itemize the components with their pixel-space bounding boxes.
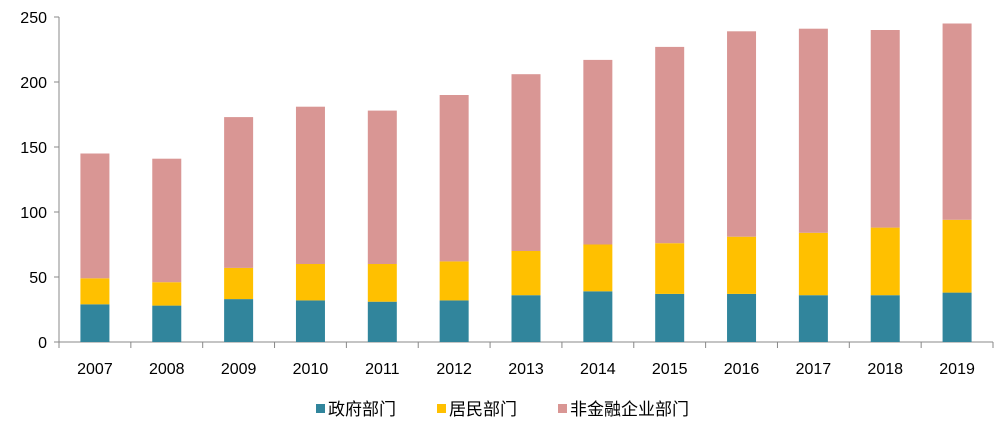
x-tick-label: 2010	[293, 361, 329, 378]
y-tick-label: 100	[20, 205, 47, 222]
bar-segment[interactable]	[511, 74, 541, 251]
bar-segment[interactable]	[727, 236, 757, 294]
bar-segment[interactable]	[439, 95, 469, 262]
bar-segment[interactable]	[224, 117, 254, 268]
bar-segment[interactable]	[152, 282, 182, 306]
legend-swatch	[437, 404, 446, 413]
bar-segment[interactable]	[511, 251, 541, 296]
x-tick-label: 2014	[580, 361, 616, 378]
y-tick-label: 200	[20, 75, 47, 92]
bar-segment[interactable]	[367, 110, 397, 264]
y-tick-label: 250	[20, 10, 47, 27]
bar-segment[interactable]	[80, 153, 110, 279]
bar-segment[interactable]	[295, 300, 325, 342]
bar-segment[interactable]	[798, 295, 828, 342]
legend-label: 政府部门	[328, 400, 396, 420]
bar-segment[interactable]	[511, 295, 541, 342]
bar-segment[interactable]	[798, 232, 828, 296]
bar-segment[interactable]	[942, 23, 972, 220]
bar-segment[interactable]	[295, 106, 325, 264]
y-tick-label: 0	[38, 335, 47, 352]
legend: 政府部门 居民部门 非金融企业部门	[316, 400, 689, 420]
x-tick-label: 2007	[77, 361, 113, 378]
bar-segment[interactable]	[727, 31, 757, 237]
x-axis: 2007 2008 2009 2010 2011 2012 2013 2014 2015 2016…	[58, 341, 994, 378]
bar-segment[interactable]	[870, 30, 900, 228]
x-tick-label: 2008	[149, 361, 185, 378]
bar-segment[interactable]	[870, 227, 900, 296]
bar-segment[interactable]	[439, 261, 469, 301]
legend-swatch	[316, 404, 325, 413]
x-tick-label: 2015	[652, 361, 688, 378]
bar-segment[interactable]	[224, 299, 254, 342]
y-tick-label: 50	[29, 270, 47, 287]
bar-segment[interactable]	[367, 264, 397, 302]
bar-segment[interactable]	[655, 46, 685, 244]
x-tick-label: 2017	[796, 361, 832, 378]
x-tick-label: 2013	[508, 361, 544, 378]
bar-segment[interactable]	[367, 301, 397, 342]
bar-segment[interactable]	[224, 267, 254, 300]
bar-segment[interactable]	[80, 278, 110, 305]
bar-segment[interactable]	[655, 293, 685, 342]
bar-segment[interactable]	[655, 243, 685, 294]
bar-segment[interactable]	[942, 292, 972, 342]
bars	[80, 23, 972, 342]
x-tick-label: 2011	[365, 361, 400, 378]
x-tick-label: 2009	[221, 361, 257, 378]
bar-segment[interactable]	[295, 264, 325, 301]
legend-label: 非金融企业部门	[570, 400, 689, 420]
y-axis: 0 50 100 150 200 250	[20, 10, 60, 352]
bar-segment[interactable]	[80, 304, 110, 342]
x-tick-label: 2018	[867, 361, 903, 378]
bar-segment[interactable]	[727, 293, 757, 342]
bar-segment[interactable]	[942, 219, 972, 293]
bar-segment[interactable]	[152, 305, 182, 342]
bar-segment[interactable]	[583, 244, 613, 292]
bar-segment[interactable]	[798, 28, 828, 233]
y-tick-label: 150	[20, 140, 47, 157]
bar-segment[interactable]	[870, 295, 900, 342]
bar-segment[interactable]	[152, 158, 182, 283]
x-tick-label: 2012	[436, 361, 472, 378]
legend-swatch	[558, 404, 567, 413]
legend-label: 居民部门	[449, 400, 517, 420]
bar-segment[interactable]	[439, 300, 469, 342]
x-tick-label: 2019	[939, 361, 975, 378]
bar-segment[interactable]	[583, 59, 613, 245]
bar-segment[interactable]	[583, 291, 613, 342]
x-tick-label: 2016	[724, 361, 760, 378]
